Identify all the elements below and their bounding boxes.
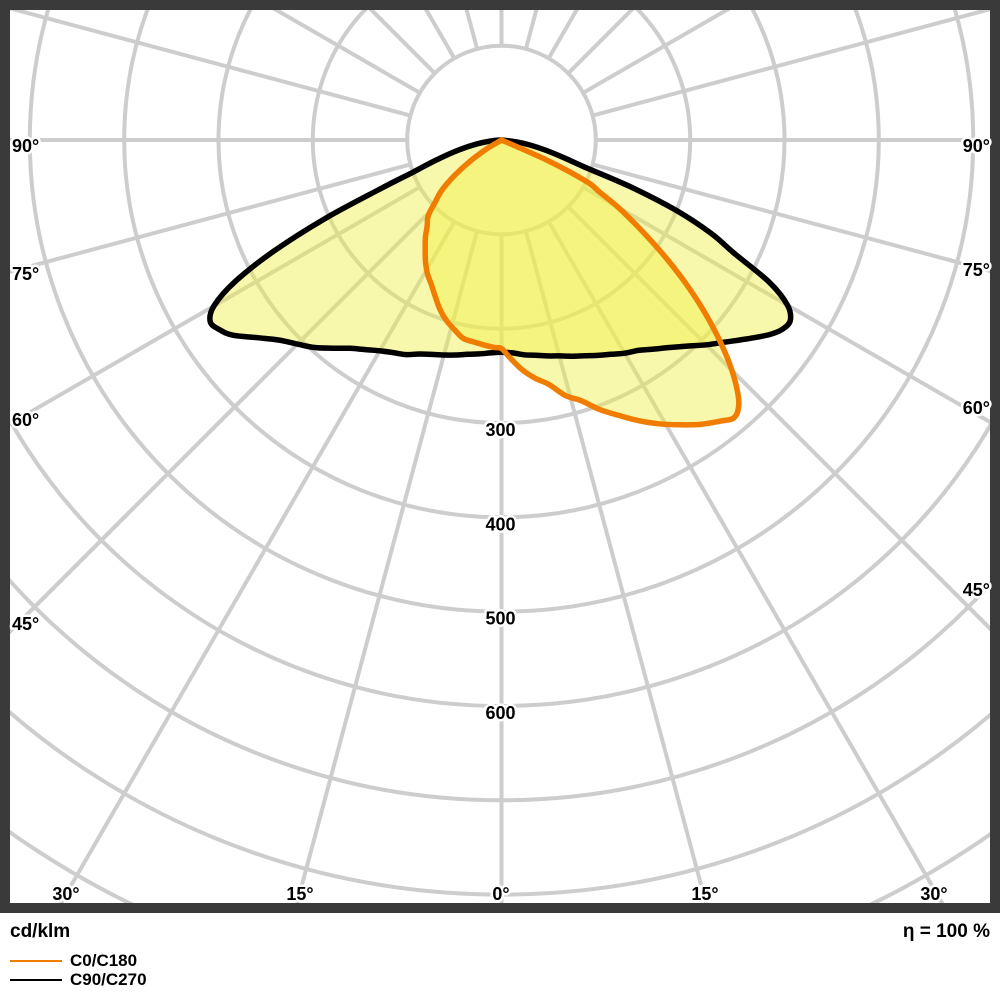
grid-spoke [566,205,990,632]
efficiency-label: η = 100 % [902,921,990,942]
unit-label: cd/klm [10,921,71,942]
curve-c0-c180 [422,137,742,428]
grid-spoke [10,205,437,635]
legend-swatch-c90-c270-line [10,978,62,981]
legend: C0/C180 C90/C270 [10,951,147,989]
legend-item: C0/C180 [10,951,147,970]
angle-label-right: 90° [963,136,990,156]
lobe-fill-c90-c270 [209,140,791,357]
grid-spoke [272,10,421,95]
grid-spoke [592,162,990,273]
radial-value-label: 600 [485,703,515,723]
angle-label-right: 45° [963,580,990,600]
grid-spoke [582,185,990,425]
angle-label-right: 75° [963,260,990,280]
radial-value-label: 500 [485,609,515,629]
angle-label-left: 90° [12,136,39,156]
radial-value-label: 400 [485,514,515,534]
lobe-fill-c0-c180 [425,140,739,425]
grid-spoke [10,10,411,118]
legend-swatch-c0-c180-line [10,959,62,962]
plot-border [0,0,1000,913]
angle-label-bottom: 15° [691,884,718,904]
angle-label-bottom: 30° [52,884,79,904]
grid-spoke [58,220,457,903]
angle-label-left: 60° [12,410,39,430]
radial-value-label: 300 [485,420,515,440]
angle-label-right: 60° [963,398,990,418]
grid-spoke [582,10,731,95]
angle-label-bottom: 15° [286,884,313,904]
legend-item-label: C90/C270 [70,970,147,989]
grid-spoke [10,162,411,274]
grid-spoke [546,220,945,903]
legend-item-label: C0/C180 [70,951,138,970]
legend-item: C90/C270 [10,970,147,989]
angle-label-bottom: 30° [920,884,947,904]
grid-spoke [592,10,990,118]
grid-spoke [295,230,480,903]
angle-label-left: 45° [12,614,39,634]
grid-spoke [10,185,421,427]
angle-label-bottom: 0° [492,884,509,904]
axis-labels: 90° 75° 60° 45° 90° 75° 60° 45° 30° 15° 0° 15° 30° 30… [10,134,993,907]
angle-label-left: 75° [12,264,39,284]
grid-spoke [523,230,708,903]
